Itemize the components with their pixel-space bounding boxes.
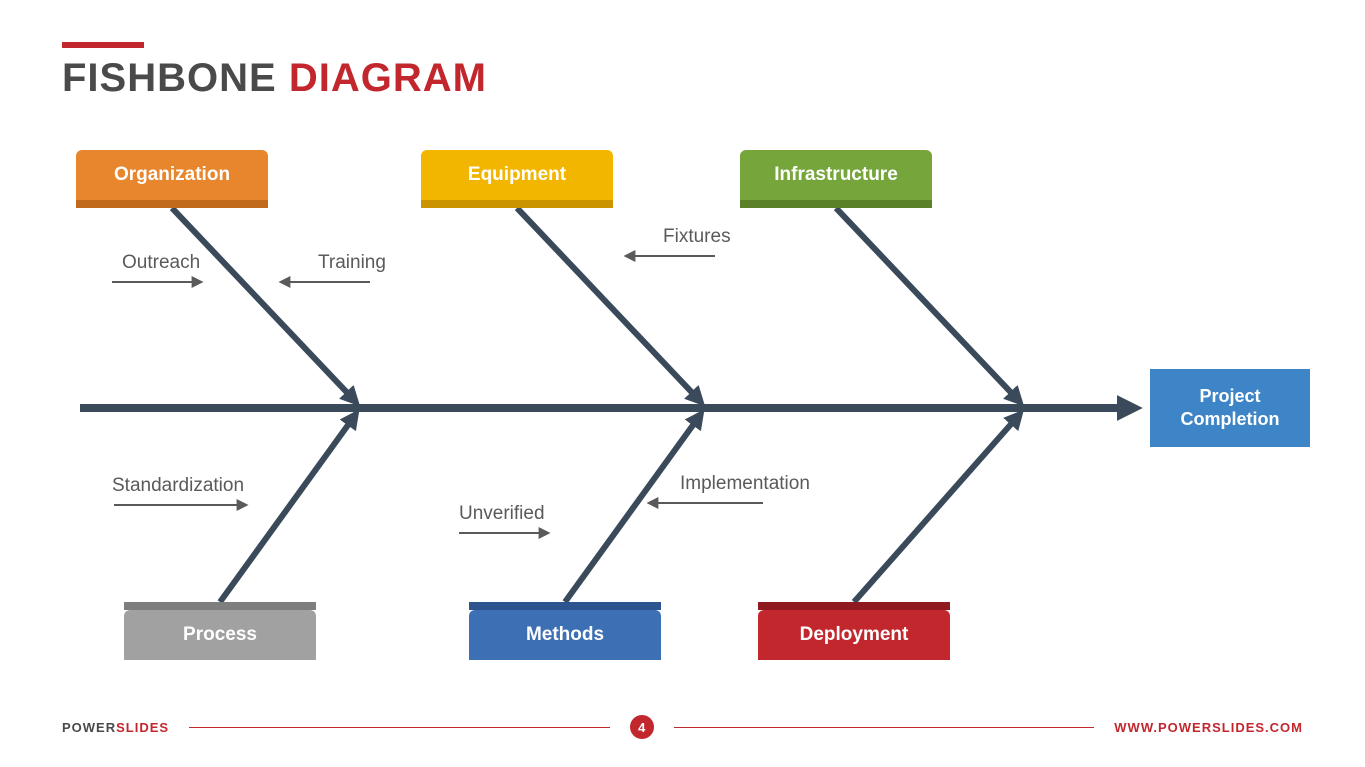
category-top-0: Organization — [76, 150, 268, 200]
footer-line-left — [189, 727, 610, 728]
fishbone-head: Project Completion — [1150, 369, 1310, 447]
category-top-1: Equipment — [421, 150, 613, 200]
page-number-badge: 4 — [630, 715, 654, 739]
cause-label-0: Outreach — [122, 252, 200, 274]
category-top-2: Infrastructure — [740, 150, 932, 200]
cause-label-2: Fixtures — [663, 226, 731, 248]
cause-label-5: Implementation — [680, 473, 810, 495]
footer-url: WWW.POWERSLIDES.COM — [1114, 720, 1303, 735]
page-title: FISHBONE DIAGRAM — [62, 56, 487, 101]
footer-line-right — [674, 727, 1095, 728]
category-bottom-underline-1 — [469, 602, 661, 610]
footer-brand: POWERSLIDES — [62, 720, 169, 735]
category-bottom-2: Deployment — [758, 610, 950, 660]
category-top-underline-0 — [76, 200, 268, 208]
category-bottom-underline-0 — [124, 602, 316, 610]
category-bottom-0: Process — [124, 610, 316, 660]
category-bottom-underline-2 — [758, 602, 950, 610]
fishbone-svg — [60, 140, 1310, 680]
footer: POWERSLIDES 4 WWW.POWERSLIDES.COM — [62, 715, 1303, 739]
category-top-underline-1 — [421, 200, 613, 208]
fishbone-diagram: Organization Equipment Infrastructure Proce… — [60, 140, 1310, 660]
cause-label-1: Training — [318, 252, 386, 274]
category-bottom-1: Methods — [469, 610, 661, 660]
title-word-2: DIAGRAM — [289, 56, 487, 100]
cause-label-3: Standardization — [112, 475, 244, 497]
title-accent-bar — [62, 42, 144, 48]
category-top-underline-2 — [740, 200, 932, 208]
title-word-1: FISHBONE — [62, 56, 277, 100]
cause-label-4: Unverified — [459, 503, 545, 525]
